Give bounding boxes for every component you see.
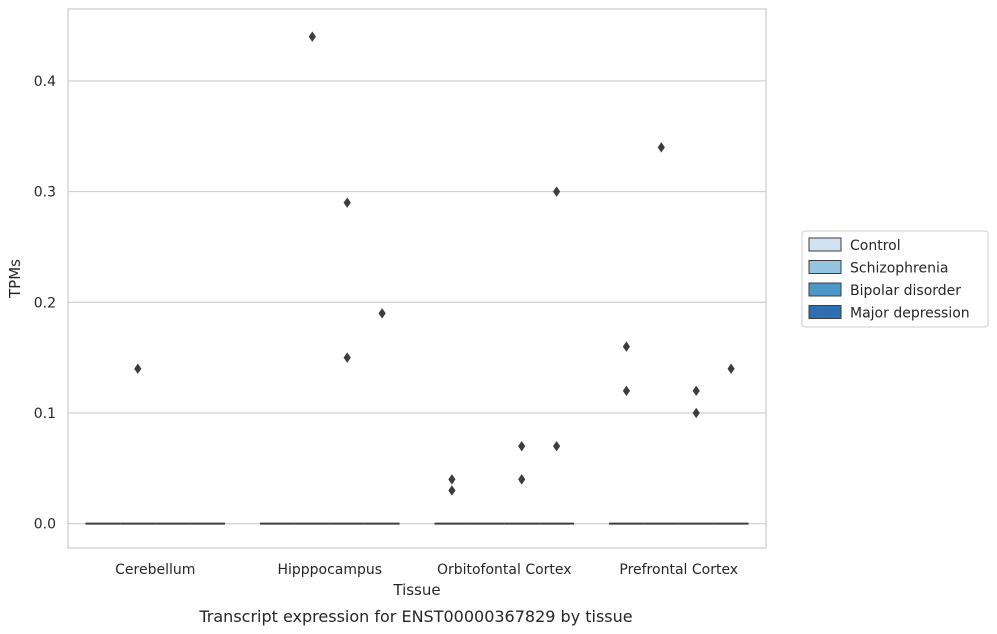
outlier-point [727, 363, 735, 374]
outlier-point [657, 142, 665, 153]
outliers [134, 31, 735, 496]
outlier-point [378, 308, 386, 319]
y-tick-label: 0.4 [34, 74, 56, 90]
legend-label: Schizophrenia [850, 261, 948, 277]
outlier-point [343, 352, 351, 363]
outlier-point [518, 474, 526, 485]
y-tick-label: 0.1 [34, 406, 56, 422]
legend: Control Schizophrenia Bipolar disorder Majo… [801, 230, 989, 328]
x-tick-label: Hipppocampus [277, 562, 382, 578]
legend-swatch [808, 237, 842, 252]
y-tick-label: 0.3 [34, 185, 56, 201]
outlier-point [308, 31, 316, 42]
y-tick-labels: 0.0 0.1 0.2 0.3 0.4 [34, 74, 56, 533]
legend-label: Bipolar disorder [850, 283, 961, 299]
x-tick-label: Prefrontal Cortex [619, 562, 738, 578]
outlier-point [622, 385, 630, 397]
chart-caption: Transcript expression for ENST0000036782… [198, 607, 632, 626]
plot-area-frame [67, 8, 767, 549]
outlier-point [343, 197, 351, 208]
outlier-point [134, 363, 142, 374]
legend-swatch [808, 305, 842, 319]
outlier-point [518, 440, 526, 452]
y-tick-label: 0.2 [34, 295, 56, 311]
legend-frame [801, 230, 989, 328]
legend-swatch [808, 282, 842, 297]
outlier-point [692, 385, 700, 397]
legend-label: Control [850, 238, 901, 254]
outlier-point [553, 440, 561, 452]
outlier-point [622, 341, 630, 352]
x-tick-label: Orbitofontal Cortex [437, 562, 572, 578]
outlier-point [553, 186, 561, 197]
x-tick-labels: Cerebellum Hipppocampus Orbitofontal Corte… [115, 562, 738, 578]
legend-swatch [808, 260, 842, 274]
outlier-point [448, 485, 456, 496]
x-tick-label: Cerebellum [115, 562, 195, 578]
outlier-point [448, 474, 456, 485]
legend-label: Major depression [850, 306, 970, 322]
y-tick-label: 0.0 [34, 517, 56, 533]
outlier-point [692, 407, 700, 419]
x-axis-label: Tissue [392, 581, 440, 599]
y-axis-label: TPMs [6, 259, 24, 299]
